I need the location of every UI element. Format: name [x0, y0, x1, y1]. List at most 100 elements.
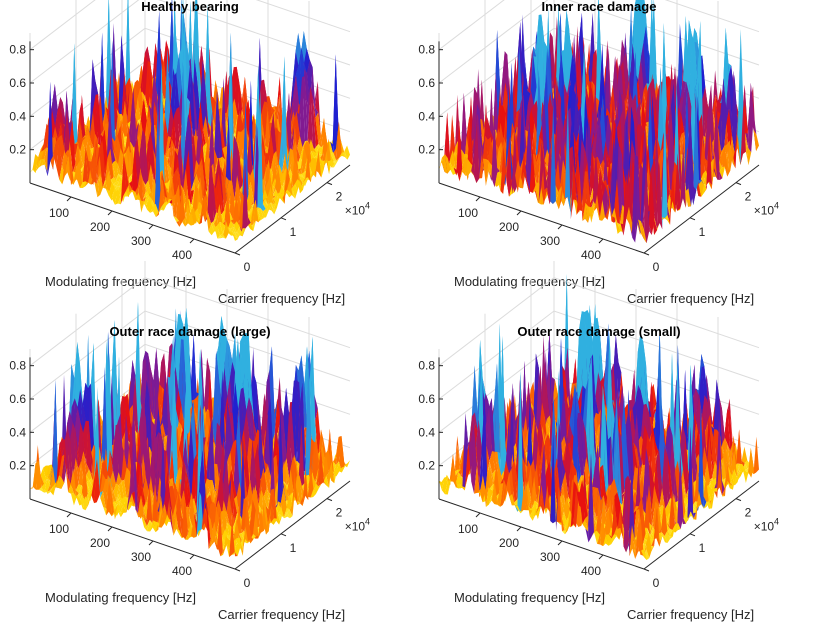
surface-patch — [178, 25, 185, 89]
surface-patch — [68, 149, 74, 185]
surface-patch — [643, 26, 649, 84]
surface-patch — [702, 86, 709, 138]
surface-patch — [275, 167, 282, 196]
surface-patch — [550, 32, 556, 91]
surface-patch — [158, 179, 165, 213]
surface-patch — [237, 113, 244, 132]
surface-patch — [719, 145, 725, 168]
surface-patch — [680, 80, 686, 99]
surface-patch — [145, 180, 152, 198]
surface-patch — [163, 201, 170, 211]
x-tick-label: 400 — [172, 248, 192, 262]
surface-patch — [286, 92, 292, 157]
surface-patch — [144, 200, 150, 210]
surface-patch — [250, 199, 256, 226]
surface-patch — [711, 150, 718, 190]
surface-patch — [671, 84, 677, 151]
surface-patch — [563, 10, 570, 51]
surface-patch — [215, 157, 222, 194]
surface-patch — [96, 140, 103, 168]
surface-patch — [97, 155, 103, 189]
surface-patch — [297, 135, 303, 158]
surface-patch — [41, 147, 47, 160]
y-exponent-base: ×10 — [345, 203, 366, 217]
surface-patch — [41, 123, 47, 152]
surface-patch — [161, 201, 167, 211]
surface-patch — [231, 98, 238, 134]
surface-patch — [147, 131, 154, 181]
surface-patch — [665, 106, 671, 153]
surface-patch — [533, 15, 539, 57]
surface-patch — [704, 131, 711, 174]
surface-patch — [735, 29, 741, 149]
surface — [439, 0, 759, 244]
surface-patch — [103, 187, 109, 196]
surface-patch — [720, 78, 727, 152]
surface-patch — [176, 186, 182, 227]
surface-patch — [276, 196, 282, 200]
surface-patch — [265, 201, 271, 209]
surface-patch — [690, 33, 697, 167]
surface-patch — [294, 124, 301, 165]
surface-patch — [296, 171, 302, 177]
surface-patch — [166, 138, 172, 166]
surface-patch — [139, 52, 145, 95]
surface-patch — [77, 143, 84, 170]
surface-patch — [200, 60, 206, 130]
surface-patch — [538, 14, 545, 42]
surface-patch — [226, 115, 232, 198]
surface-patch — [187, 66, 193, 135]
subplot-inner-race-damage: 100 200 300 400 0 1 2 ×104 0.2 0.4 0.6 0.8 Modulatin… — [409, 0, 818, 316]
surface-patch — [127, 87, 134, 144]
surface-patch — [707, 100, 713, 174]
surface-patch — [122, 126, 129, 156]
surface-patch — [745, 82, 751, 148]
surface-patch — [599, 43, 606, 126]
surface-patch — [203, 115, 209, 146]
surface-patch — [265, 131, 271, 177]
y-tick-label: 2 — [336, 190, 343, 204]
surface-patch — [207, 4, 214, 127]
z-gridline — [438, 0, 760, 51]
surface-patch — [632, 52, 639, 135]
x-tick-label: 300 — [131, 234, 151, 248]
surface-patch — [279, 196, 285, 204]
surface-patch — [172, 166, 179, 203]
surface-patch — [234, 135, 240, 190]
surface-patch — [139, 65, 145, 108]
surface-patch — [72, 122, 78, 160]
surface-patch — [38, 149, 44, 162]
surface-patch — [214, 90, 220, 159]
surface-patch — [124, 70, 130, 126]
surface-patch — [261, 79, 267, 103]
surface-patch — [134, 138, 141, 188]
surface-patch — [272, 189, 279, 197]
surface-patch — [236, 142, 243, 190]
surface-patch — [327, 141, 334, 154]
surface-patch — [223, 221, 229, 239]
surface-patch — [142, 52, 148, 97]
surface-patch — [177, 136, 184, 189]
surface-patch — [217, 222, 223, 236]
surface-patch — [100, 109, 107, 138]
surface-patch — [678, 114, 685, 144]
surface-patch — [247, 210, 253, 226]
surface-patch — [223, 176, 230, 204]
surface-patch — [695, 148, 702, 197]
surface-patch — [681, 87, 687, 133]
surface-patch — [629, 3, 635, 79]
surface-patch — [237, 175, 243, 200]
surface-patch — [312, 67, 319, 119]
surface-patch — [220, 234, 226, 239]
surface-patch — [698, 180, 705, 197]
surface-patch — [176, 54, 182, 107]
surface-patch — [140, 169, 146, 200]
surface-patch — [85, 147, 92, 183]
surface-patch — [309, 67, 316, 119]
surface-patch — [150, 131, 156, 188]
surface-patch — [140, 129, 146, 185]
surface-patch — [173, 72, 180, 123]
surface-patch — [202, 60, 209, 138]
surface-patch — [138, 192, 144, 213]
surface-patch — [116, 183, 123, 197]
